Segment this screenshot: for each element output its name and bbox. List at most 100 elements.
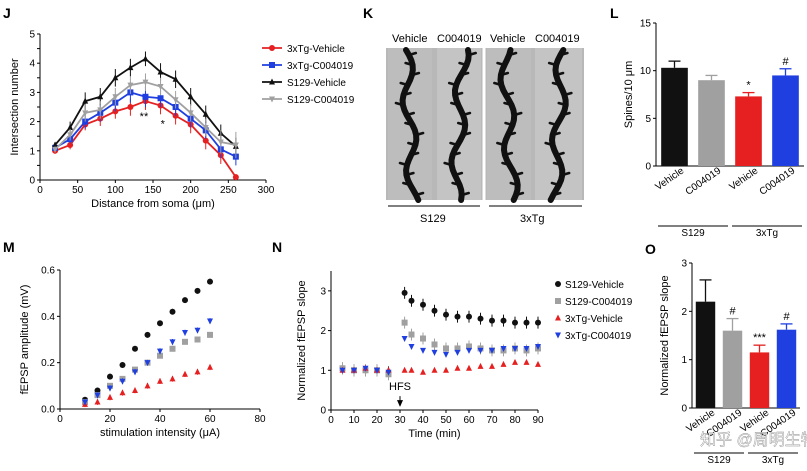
group-label: S129 xyxy=(681,228,705,239)
data-point xyxy=(182,370,188,377)
x-axis-label: stimulation intensity (μA) xyxy=(100,427,220,439)
data-point xyxy=(477,347,484,354)
bar xyxy=(661,67,688,166)
dendrite-spine xyxy=(561,111,571,117)
data-point xyxy=(466,343,472,350)
data-point xyxy=(443,345,449,352)
data-point xyxy=(489,347,495,354)
x-tick-label: 0 xyxy=(57,414,63,425)
dendrite-spine xyxy=(509,181,519,187)
data-point xyxy=(119,361,126,368)
dendrite-spine xyxy=(504,91,515,97)
data-point xyxy=(523,319,530,326)
data-point xyxy=(82,97,89,104)
data-point xyxy=(202,110,209,117)
category-label: C004019 xyxy=(758,165,798,198)
data-point xyxy=(500,360,507,367)
data-point xyxy=(142,93,149,100)
legend-label: 3xTg-Vehicle xyxy=(287,44,345,55)
data-point xyxy=(535,343,541,350)
dendrite-spine xyxy=(451,181,461,187)
dendrite-spine xyxy=(507,51,518,57)
data-point xyxy=(362,365,369,372)
data-point xyxy=(408,343,415,350)
k-col-label-4: C004019 xyxy=(535,33,580,45)
data-point xyxy=(443,311,449,318)
dendrite-spine xyxy=(493,81,503,87)
dendrite-spine xyxy=(407,51,418,57)
y-tick-label: 3 xyxy=(29,88,35,99)
bar xyxy=(735,96,762,166)
dendrite-spine xyxy=(459,71,470,77)
data-point xyxy=(107,393,113,400)
dendrite-spine xyxy=(460,191,470,197)
dendrite-spine xyxy=(551,131,561,137)
x-tick-label: 0 xyxy=(328,415,334,426)
watermark-text: 知乎 @周明生物 xyxy=(700,431,807,449)
dendrite-spine xyxy=(449,141,459,147)
y-axis-label: fEPSP amplitude (mV) xyxy=(19,285,31,395)
dendrite-spine xyxy=(394,101,405,107)
x-tick-label: 40 xyxy=(154,414,166,425)
x-tick-label: 40 xyxy=(417,415,429,426)
legend-marker xyxy=(555,332,561,339)
dendrite-spine xyxy=(398,161,409,167)
data-point xyxy=(67,141,74,148)
data-point xyxy=(169,375,176,382)
dendrite-spine xyxy=(443,161,453,167)
legend-label: 3xTg-C004019 xyxy=(287,61,354,72)
significance-mark: # xyxy=(783,311,790,323)
y-axis-label: Normalized fEPSP slope xyxy=(659,275,671,395)
dendrite-spine xyxy=(555,151,565,157)
dendrite-spine xyxy=(450,101,460,107)
data-point xyxy=(500,345,507,352)
y-tick-label: 2 xyxy=(681,307,687,318)
panel-label-o: O xyxy=(645,241,656,257)
data-point xyxy=(127,104,134,110)
data-point xyxy=(454,349,461,356)
data-point xyxy=(431,307,438,314)
dendrite-spine xyxy=(453,91,464,97)
data-point xyxy=(339,367,346,374)
dendrite-spine xyxy=(409,151,420,157)
data-point xyxy=(182,338,188,345)
dendrite-spine xyxy=(404,61,414,67)
y-tick-label: 2 xyxy=(29,117,35,128)
data-point xyxy=(431,341,438,348)
data-point xyxy=(500,317,507,324)
y-tick-label: 4 xyxy=(29,59,35,70)
data-point xyxy=(157,352,163,359)
y-tick-label: 0 xyxy=(320,406,326,417)
data-point xyxy=(408,297,415,304)
data-point xyxy=(420,347,426,354)
legend-marker xyxy=(269,62,275,68)
bar xyxy=(698,80,725,166)
x-tick-label: 80 xyxy=(254,414,266,425)
data-point xyxy=(157,377,163,384)
x-tick-label: 0 xyxy=(37,185,43,196)
data-point xyxy=(408,331,415,338)
x-tick-label: 200 xyxy=(182,185,199,196)
y-tick-label: 10 xyxy=(640,66,652,77)
dendrite-spine xyxy=(550,181,561,187)
data-point xyxy=(420,301,426,308)
data-point xyxy=(408,366,415,373)
data-point xyxy=(454,345,461,352)
significance-mark: *** xyxy=(753,332,767,344)
data-point xyxy=(97,107,104,114)
data-point xyxy=(232,142,239,149)
data-point xyxy=(119,389,126,396)
data-point xyxy=(535,319,541,326)
x-tick-label: 90 xyxy=(532,415,544,426)
data-point xyxy=(127,64,134,71)
legend-label: 3xTg-Vehicle xyxy=(565,314,623,325)
data-point xyxy=(182,297,188,304)
x-tick-label: 250 xyxy=(220,185,237,196)
data-point xyxy=(144,360,151,367)
data-point xyxy=(127,82,134,89)
data-point xyxy=(443,351,449,358)
y-tick-label: 0 xyxy=(681,404,687,415)
data-point xyxy=(431,366,438,373)
data-point xyxy=(94,392,101,399)
